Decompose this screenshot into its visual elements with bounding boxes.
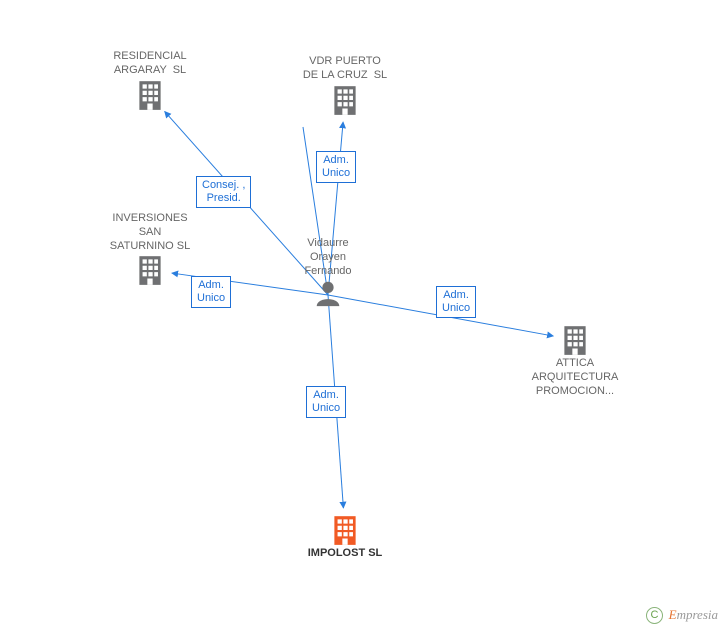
node-label-center: Vidaurre Orayen Fernando	[278, 237, 378, 278]
building-icon	[328, 83, 362, 117]
building-icon	[558, 323, 592, 357]
edge-label-center-residencial: Consej. , Presid.	[196, 176, 251, 208]
copyright-icon: C	[646, 607, 663, 624]
edge-label-center-inversiones: Adm. Unico	[191, 276, 231, 308]
edge-label-center-attica: Adm. Unico	[436, 286, 476, 318]
node-impolost[interactable]: IMPOLOST SL	[295, 513, 395, 561]
node-label-impolost: IMPOLOST SL	[295, 547, 395, 561]
edge-label-center-vdr: Adm. Unico	[316, 151, 356, 183]
node-inversiones[interactable]: INVERSIONES SAN SATURNINO SL	[100, 212, 200, 287]
brand-first: E	[669, 607, 677, 622]
edge-label-center-impolost: Adm. Unico	[306, 386, 346, 418]
node-center[interactable]: Vidaurre Orayen Fernando	[278, 237, 378, 312]
building-icon	[133, 78, 167, 112]
node-residencial[interactable]: RESIDENCIAL ARGARAY SL	[100, 50, 200, 112]
building-icon	[328, 513, 362, 547]
brand-rest: mpresia	[677, 607, 718, 622]
node-vdr[interactable]: VDR PUERTO DE LA CRUZ SL	[295, 55, 395, 117]
node-label-attica: ATTICA ARQUITECTURA PROMOCION...	[525, 357, 625, 398]
diagram-canvas: { "type": "network", "background_color":…	[0, 0, 728, 630]
node-attica[interactable]: ATTICA ARQUITECTURA PROMOCION...	[525, 323, 625, 398]
node-label-inversiones: INVERSIONES SAN SATURNINO SL	[100, 212, 200, 253]
building-icon	[133, 253, 167, 287]
node-label-residencial: RESIDENCIAL ARGARAY SL	[100, 50, 200, 78]
person-icon	[311, 278, 345, 312]
footer: C Empresia	[646, 607, 718, 624]
node-label-vdr: VDR PUERTO DE LA CRUZ SL	[295, 55, 395, 83]
